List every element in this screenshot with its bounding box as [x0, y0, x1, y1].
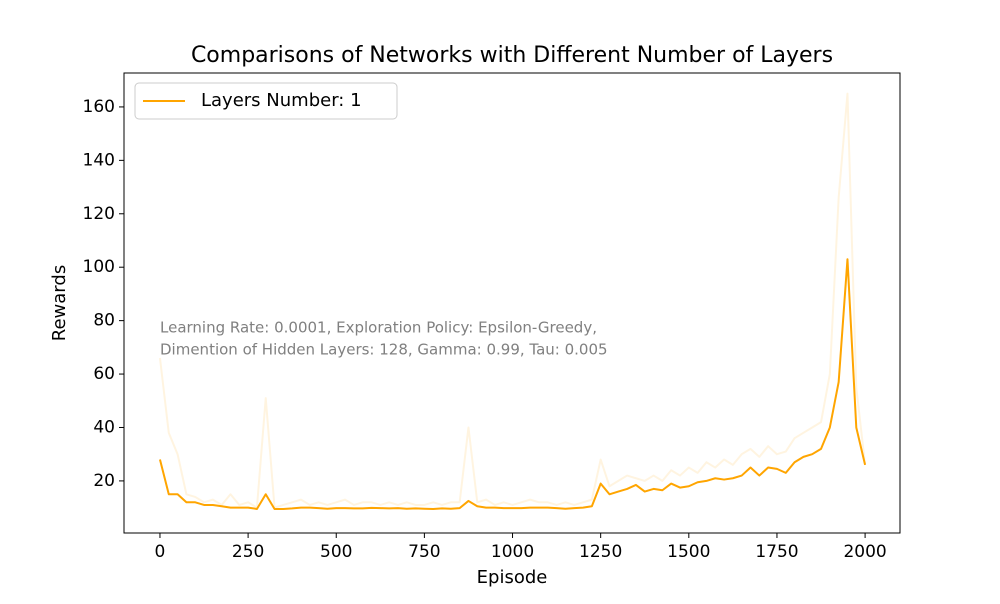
- y-tick-label: 120: [83, 204, 115, 224]
- x-tick-label: 500: [320, 542, 352, 562]
- x-tick-label: 250: [232, 542, 264, 562]
- y-tick-label: 40: [93, 417, 115, 437]
- series-line: [158, 258, 867, 510]
- plot-frame: [123, 72, 901, 534]
- annotation: Dimention of Hidden Layers: 128, Gamma: …: [160, 341, 608, 359]
- x-tick-label: 0: [155, 542, 166, 562]
- y-tick-label: 20: [93, 471, 115, 491]
- x-axis-label: Episode: [477, 567, 548, 588]
- x-tick-label: 1500: [667, 542, 710, 562]
- y-tick-label: 140: [83, 150, 115, 170]
- chart-title: Comparisons of Networks with Different N…: [191, 43, 833, 68]
- x-tick-label: 1000: [491, 542, 534, 562]
- legend-label: Layers Number: 1: [201, 90, 362, 111]
- y-tick-label: 100: [83, 257, 115, 277]
- x-tick-label: 2000: [843, 542, 886, 562]
- y-tick-label: 160: [83, 97, 115, 117]
- x-tick-label: 750: [408, 542, 440, 562]
- series-line: [158, 92, 867, 509]
- y-tick-label: 80: [93, 311, 115, 331]
- x-tick-label: 1250: [579, 542, 622, 562]
- annotation: Learning Rate: 0.0001, Exploration Polic…: [160, 319, 597, 337]
- legend-box: [134, 82, 398, 120]
- y-axis-label: Rewards: [49, 265, 70, 341]
- x-tick-label: 1750: [755, 542, 798, 562]
- y-tick-label: 60: [93, 364, 115, 384]
